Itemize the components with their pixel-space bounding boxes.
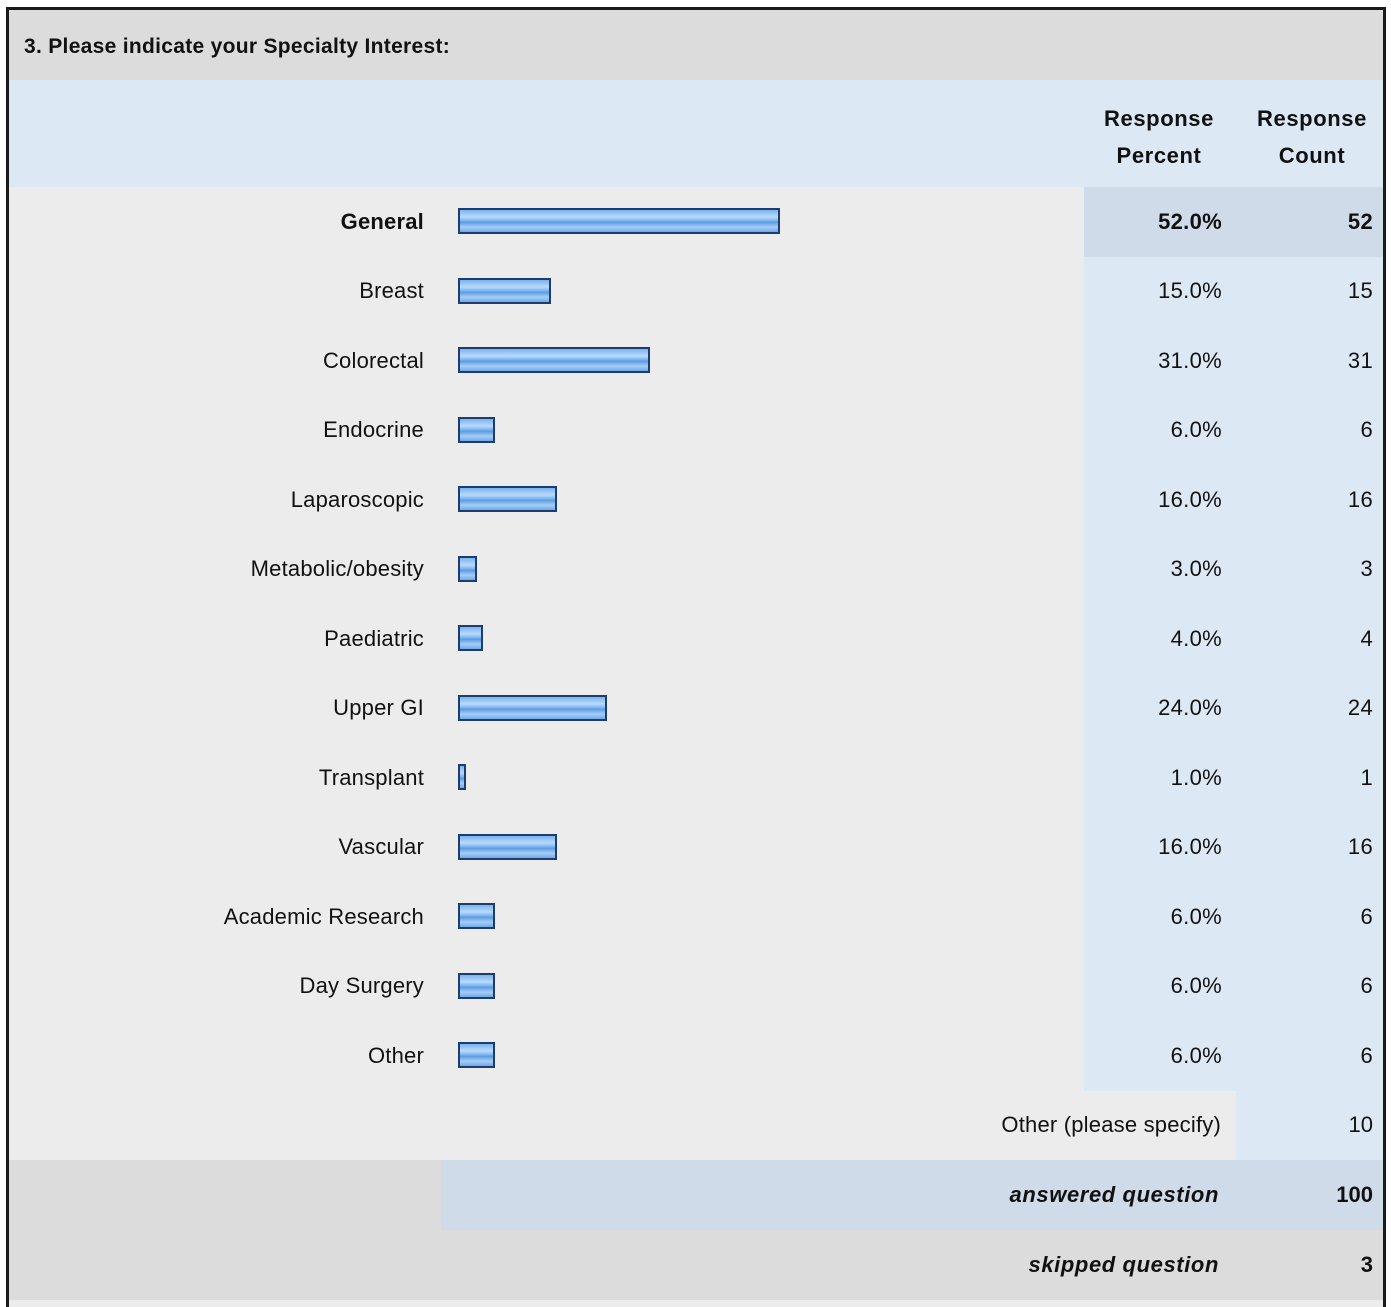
response-row: Other 6.0% 6 [9, 1021, 1383, 1091]
response-rows: General 52.0% 52 Breast 15.0% 15 Colorectal 31.… [9, 187, 1383, 1091]
category-label: General [340, 208, 424, 234]
response-row: Metabolic/obesity 3.0% 3 [9, 534, 1383, 604]
response-percent-value: 3.0% [1084, 534, 1236, 604]
category-label: Endocrine [323, 417, 424, 443]
response-count-value: 16 [1236, 465, 1383, 535]
answered-band [441, 1160, 1383, 1230]
skipped-question-label: skipped question [1028, 1252, 1219, 1277]
column-header-row: Response Percent Response Count [9, 80, 1383, 187]
response-row: Breast 15.0% 15 [9, 256, 1383, 326]
other-specify-count: 10 [1236, 1090, 1383, 1160]
response-percent-value: 6.0% [1084, 951, 1236, 1021]
response-bar [458, 555, 477, 582]
response-row: General 52.0% 52 [9, 187, 1383, 257]
response-row: Transplant 1.0% 1 [9, 743, 1383, 813]
response-row: Paediatric 4.0% 4 [9, 604, 1383, 674]
category-label: Breast [359, 278, 424, 304]
answered-question-row: answered question 100 [9, 1160, 1383, 1230]
skipped-question-row: skipped question 3 [9, 1230, 1383, 1300]
response-percent-value: 6.0% [1084, 1021, 1236, 1091]
response-bar [458, 277, 551, 304]
response-count-value: 3 [1236, 534, 1383, 604]
response-percent-value: 1.0% [1084, 743, 1236, 813]
response-percent-value: 4.0% [1084, 604, 1236, 674]
answered-question-value: 100 [1336, 1182, 1373, 1207]
response-percent-value: 6.0% [1084, 395, 1236, 465]
response-percent-value: 16.0% [1084, 812, 1236, 882]
response-percent-value: 15.0% [1084, 256, 1236, 326]
response-percent-header: Response Percent [1104, 106, 1214, 168]
response-bar [458, 486, 558, 512]
other-specify-link[interactable]: Other (please specify) [1001, 1112, 1221, 1137]
response-row: Vascular 16.0% 16 [9, 812, 1383, 882]
response-count-value: 6 [1236, 951, 1383, 1021]
category-label: Metabolic/obesity [250, 556, 424, 582]
response-count-value: 24 [1236, 673, 1383, 743]
response-count-value: 15 [1236, 256, 1383, 326]
response-bar [458, 833, 558, 860]
response-row: Colorectal 31.0% 31 [9, 326, 1383, 396]
response-count-value: 6 [1236, 882, 1383, 952]
response-bar [458, 416, 496, 443]
response-count-value: 52 [1236, 187, 1383, 257]
response-percent-value: 52.0% [1084, 187, 1236, 257]
category-label: Transplant [318, 764, 424, 790]
response-row: Endocrine 6.0% 6 [9, 395, 1383, 465]
response-percent-value: 16.0% [1084, 465, 1236, 535]
category-label: Academic Research [223, 903, 424, 929]
response-count-value: 31 [1236, 326, 1383, 396]
response-bar [458, 625, 483, 651]
category-label: Day Surgery [299, 973, 424, 999]
response-count-header: Response Count [1257, 106, 1367, 168]
response-bar [458, 903, 496, 929]
response-count-value: 6 [1236, 1021, 1383, 1091]
answered-question-label: answered question [1009, 1182, 1219, 1207]
response-bar [458, 972, 496, 999]
response-count-value: 4 [1236, 604, 1383, 674]
response-count-value: 1 [1236, 743, 1383, 813]
response-count-value: 16 [1236, 812, 1383, 882]
category-label: Colorectal [322, 347, 424, 373]
question-header: 3. Please indicate your Specialty Intere… [9, 10, 1383, 80]
question-title: 3. Please indicate your Specialty Intere… [24, 35, 451, 58]
response-percent-value: 31.0% [1084, 326, 1236, 396]
response-percent-value: 6.0% [1084, 882, 1236, 952]
survey-question-panel: 3. Please indicate your Specialty Intere… [6, 7, 1386, 1307]
response-count-value: 6 [1236, 395, 1383, 465]
category-label: Other [367, 1042, 424, 1068]
response-row: Academic Research 6.0% 6 [9, 882, 1383, 952]
category-label: Paediatric [324, 625, 424, 651]
response-bar [458, 347, 651, 373]
response-bar [458, 694, 607, 721]
category-label: Laparoscopic [290, 486, 424, 512]
other-specify-row: Other (please specify) 10 [9, 1090, 1383, 1160]
response-percent-value: 24.0% [1084, 673, 1236, 743]
response-row: Upper GI 24.0% 24 [9, 673, 1383, 743]
response-row: Laparoscopic 16.0% 16 [9, 465, 1383, 535]
response-bar [458, 208, 781, 234]
category-label: Upper GI [333, 695, 424, 721]
response-bar [458, 764, 466, 790]
category-label: Vascular [338, 834, 424, 860]
response-bar [458, 1042, 496, 1068]
response-row: Day Surgery 6.0% 6 [9, 951, 1383, 1021]
skipped-question-value: 3 [1360, 1252, 1373, 1277]
